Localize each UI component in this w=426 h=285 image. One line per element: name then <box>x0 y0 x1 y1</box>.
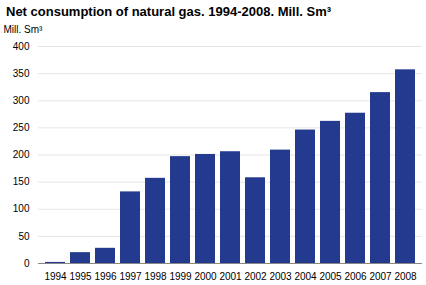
svg-text:1996: 1996 <box>94 271 117 282</box>
svg-text:200: 200 <box>13 149 30 160</box>
svg-text:1995: 1995 <box>69 271 92 282</box>
svg-text:Mill. Sm³: Mill. Sm³ <box>4 24 44 35</box>
svg-text:1994: 1994 <box>44 271 67 282</box>
svg-text:300: 300 <box>13 95 30 106</box>
svg-text:350: 350 <box>13 68 30 79</box>
svg-text:2002: 2002 <box>244 271 267 282</box>
svg-text:150: 150 <box>13 176 30 187</box>
svg-text:2006: 2006 <box>344 271 367 282</box>
svg-text:1997: 1997 <box>119 271 142 282</box>
svg-text:100: 100 <box>13 203 30 214</box>
svg-text:2001: 2001 <box>219 271 242 282</box>
svg-text:0: 0 <box>24 258 30 269</box>
svg-text:2004: 2004 <box>294 271 317 282</box>
html-text:Net consumption of natural gas: Net consumption of natural gas. 1994-200… <box>6 4 332 19</box>
svg-text:250: 250 <box>13 122 30 133</box>
svg-text:1998: 1998 <box>144 271 167 282</box>
svg-text:2003: 2003 <box>269 271 292 282</box>
svg-text:2000: 2000 <box>194 271 217 282</box>
svg-text:2007: 2007 <box>369 271 392 282</box>
svg-text:50: 50 <box>18 231 30 242</box>
svg-text:1999: 1999 <box>169 271 192 282</box>
svg-text:400: 400 <box>13 41 30 52</box>
svg-text:2005: 2005 <box>319 271 342 282</box>
svg-text:2008: 2008 <box>394 271 417 282</box>
